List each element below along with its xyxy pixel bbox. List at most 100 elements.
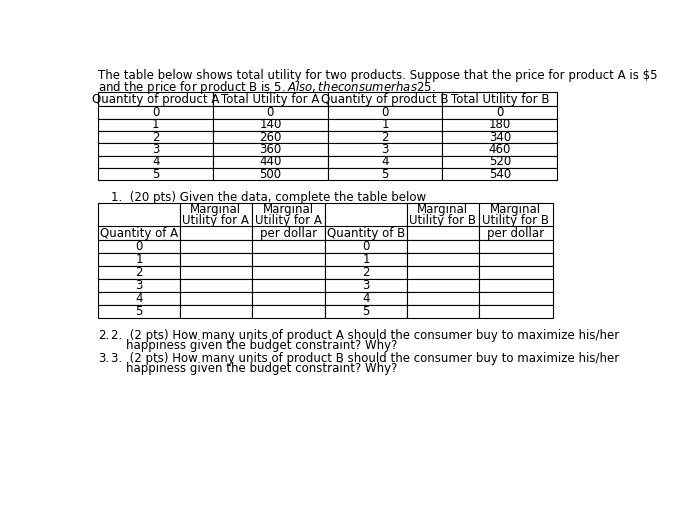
Text: 1: 1: [382, 118, 389, 131]
Text: Marginal: Marginal: [417, 203, 468, 216]
Text: 2: 2: [382, 131, 389, 143]
Text: Quantity of product B: Quantity of product B: [321, 93, 449, 106]
Bar: [479, 253, 552, 266]
Text: Marginal: Marginal: [190, 203, 241, 216]
Text: Utility for A: Utility for A: [256, 214, 322, 227]
Text: per dollar: per dollar: [487, 227, 545, 240]
Bar: [252, 305, 326, 318]
Text: 0: 0: [496, 106, 503, 119]
Text: 0: 0: [152, 106, 160, 119]
Text: 5: 5: [382, 168, 388, 180]
Text: 2: 2: [363, 266, 370, 279]
Text: Marginal: Marginal: [263, 203, 314, 216]
Bar: [180, 292, 252, 305]
Text: 460: 460: [489, 143, 511, 156]
Bar: [180, 305, 252, 318]
Text: 260: 260: [259, 131, 281, 143]
Bar: [98, 266, 180, 279]
Bar: [326, 253, 407, 266]
Text: 140: 140: [259, 118, 281, 131]
Bar: [326, 292, 407, 305]
Text: 540: 540: [489, 168, 511, 180]
Bar: [98, 156, 213, 168]
Bar: [479, 305, 552, 318]
Bar: [213, 119, 328, 131]
Bar: [252, 253, 326, 266]
Text: 500: 500: [259, 168, 281, 180]
Bar: [326, 204, 407, 240]
Text: Quantity of product A: Quantity of product A: [92, 93, 219, 106]
Bar: [326, 240, 407, 253]
Bar: [328, 106, 442, 119]
Text: 0: 0: [382, 106, 388, 119]
Text: 4: 4: [135, 292, 143, 305]
Text: 0: 0: [363, 240, 370, 252]
Bar: [252, 240, 326, 253]
Text: 340: 340: [489, 131, 511, 143]
Text: 2: 2: [152, 131, 160, 143]
Bar: [479, 266, 552, 279]
Text: 0: 0: [135, 240, 143, 252]
Text: Utility for B: Utility for B: [410, 214, 476, 227]
Text: 4: 4: [382, 155, 389, 168]
Bar: [479, 240, 552, 253]
Bar: [252, 204, 326, 240]
Bar: [328, 143, 442, 156]
Bar: [407, 240, 479, 253]
Text: 1: 1: [152, 118, 160, 131]
Text: 3: 3: [382, 143, 388, 156]
Text: Total Utility for B: Total Utility for B: [451, 93, 549, 106]
Bar: [98, 168, 213, 180]
Text: The table below shows total utility for two products. Suppose that the price for: The table below shows total utility for …: [98, 68, 658, 82]
Bar: [442, 119, 557, 131]
Bar: [180, 204, 252, 240]
Bar: [252, 292, 326, 305]
Bar: [98, 106, 213, 119]
Text: Quantity of A: Quantity of A: [100, 227, 178, 240]
Text: and the price for product B is $5. Also, the consumer has $25.: and the price for product B is $5. Also,…: [98, 79, 436, 97]
Bar: [252, 279, 326, 292]
Text: 4: 4: [363, 292, 370, 305]
Bar: [328, 93, 442, 106]
Text: 360: 360: [259, 143, 281, 156]
Bar: [328, 156, 442, 168]
Bar: [180, 266, 252, 279]
Bar: [213, 131, 328, 143]
Text: 2.  (2 pts) How many units of product A should the consumer buy to maximize his/: 2. (2 pts) How many units of product A s…: [111, 329, 619, 342]
Text: 3.  (2 pts) How many units of product B should the consumer buy to maximize his/: 3. (2 pts) How many units of product B s…: [111, 352, 619, 365]
Bar: [180, 240, 252, 253]
Bar: [407, 204, 479, 240]
Text: Quantity of B: Quantity of B: [327, 227, 405, 240]
Text: Utility for B: Utility for B: [482, 214, 550, 227]
Bar: [479, 292, 552, 305]
Bar: [407, 279, 479, 292]
Text: 180: 180: [489, 118, 511, 131]
Bar: [407, 253, 479, 266]
Bar: [328, 119, 442, 131]
Bar: [213, 156, 328, 168]
Text: 520: 520: [489, 155, 511, 168]
Bar: [98, 305, 180, 318]
Bar: [442, 131, 557, 143]
Text: Utility for A: Utility for A: [182, 214, 249, 227]
Text: 5: 5: [363, 305, 370, 318]
Bar: [213, 93, 328, 106]
Text: 3.: 3.: [98, 352, 109, 365]
Bar: [328, 168, 442, 180]
Bar: [407, 292, 479, 305]
Text: 440: 440: [259, 155, 281, 168]
Text: 1: 1: [135, 253, 143, 266]
Text: happiness given the budget constraint? Why?: happiness given the budget constraint? W…: [111, 339, 397, 352]
Bar: [442, 143, 557, 156]
Bar: [213, 106, 328, 119]
Text: 5: 5: [152, 168, 160, 180]
Bar: [328, 131, 442, 143]
Text: 0: 0: [267, 106, 274, 119]
Text: happiness given the budget constraint? Why?: happiness given the budget constraint? W…: [111, 362, 397, 375]
Text: 4: 4: [152, 155, 160, 168]
Text: 1: 1: [363, 253, 370, 266]
Bar: [213, 143, 328, 156]
Bar: [252, 266, 326, 279]
Bar: [213, 168, 328, 180]
Text: Total Utility for A: Total Utility for A: [221, 93, 320, 106]
